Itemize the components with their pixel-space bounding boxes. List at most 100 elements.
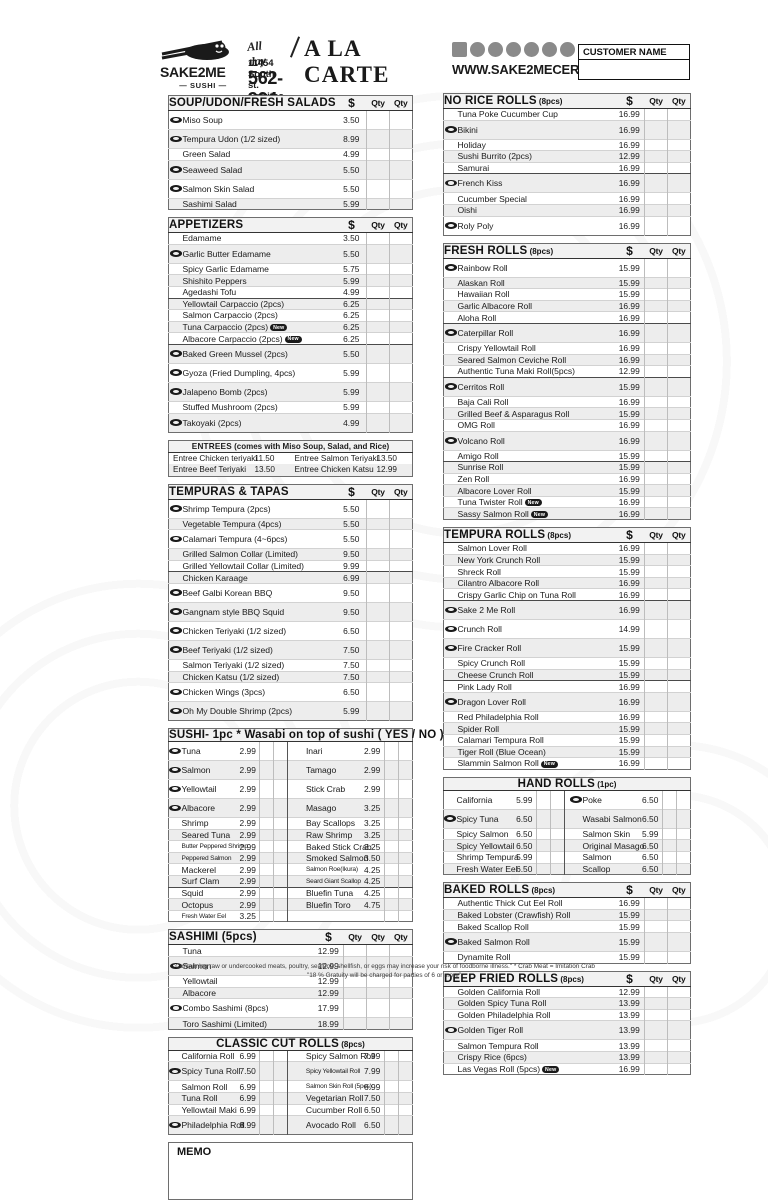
qty-input-cell[interactable] xyxy=(644,668,668,681)
qty-input-cell[interactable] xyxy=(389,517,413,530)
qty-input-cell[interactable] xyxy=(259,760,274,780)
qty-input-cell[interactable] xyxy=(644,495,668,508)
menu-item-row[interactable]: Sunrise Roll 15.99 xyxy=(443,461,691,474)
menu-item-row[interactable]: Dragon Lover Roll 16.99 xyxy=(443,691,691,712)
qty-input-cell[interactable] xyxy=(644,341,668,355)
qty-input-cell[interactable] xyxy=(667,745,691,758)
qty-input-cell[interactable] xyxy=(667,757,691,770)
qty-input-cell[interactable] xyxy=(535,850,551,864)
qty-input-cell[interactable] xyxy=(644,119,668,140)
qty-input-cell[interactable] xyxy=(667,1062,691,1075)
qty-input-cell[interactable] xyxy=(343,975,367,988)
qty-input-cell[interactable] xyxy=(667,353,691,366)
qty-input-cell[interactable] xyxy=(366,381,390,402)
qty-input-cell[interactable] xyxy=(644,138,668,151)
qty-input-cell[interactable] xyxy=(389,243,413,264)
qty-input-cell[interactable] xyxy=(273,798,288,818)
qty-input-cell[interactable] xyxy=(667,138,691,151)
menu-item-row[interactable]: Calamari Tempura Roll 15.99 xyxy=(443,734,691,747)
qty-input-cell[interactable] xyxy=(397,909,413,922)
qty-input-cell[interactable] xyxy=(667,257,691,278)
qty-input-cell[interactable] xyxy=(397,817,413,830)
qty-input-cell[interactable] xyxy=(667,565,691,578)
qty-input-cell[interactable] xyxy=(259,828,274,841)
qty-input-cell[interactable] xyxy=(366,1017,390,1030)
menu-item-row[interactable]: Salmon Teriyaki (1/2 sized) 7.50 xyxy=(168,658,413,671)
qty-input-cell[interactable] xyxy=(389,682,413,702)
qty-input-cell[interactable] xyxy=(667,322,691,343)
qty-input-cell[interactable] xyxy=(397,1092,413,1105)
qty-input-cell[interactable] xyxy=(667,341,691,355)
qty-input-cell[interactable] xyxy=(389,944,413,957)
qty-input-cell[interactable] xyxy=(644,931,668,952)
qty-input-cell[interactable] xyxy=(535,789,551,810)
menu-item-row[interactable]: Pink Lady Roll 16.99 xyxy=(443,680,691,693)
qty-input-cell[interactable] xyxy=(644,1050,668,1063)
qty-input-cell[interactable] xyxy=(644,322,668,343)
qty-input-cell[interactable] xyxy=(667,638,691,658)
qty-input-cell[interactable] xyxy=(389,343,413,364)
qty-input-cell[interactable] xyxy=(667,668,691,681)
qty-input-cell[interactable] xyxy=(259,741,274,761)
qty-input-cell[interactable] xyxy=(366,620,390,641)
menu-item-row[interactable]: Cerritos Roll 15.99 xyxy=(443,376,691,397)
qty-input-cell[interactable] xyxy=(644,657,668,670)
qty-input-cell[interactable] xyxy=(644,215,668,236)
qty-input-cell[interactable] xyxy=(644,722,668,735)
qty-input-cell[interactable] xyxy=(383,779,399,799)
qty-input-cell[interactable] xyxy=(343,944,367,957)
menu-item-row[interactable]: Chicken Wings (3pcs) 6.50 xyxy=(168,682,413,702)
qty-input-cell[interactable] xyxy=(366,232,390,245)
qty-input-cell[interactable] xyxy=(273,1115,288,1135)
qty-input-cell[interactable] xyxy=(667,150,691,163)
qty-input-cell[interactable] xyxy=(667,276,691,289)
qty-input-cell[interactable] xyxy=(389,639,413,660)
qty-input-cell[interactable] xyxy=(383,1115,399,1135)
menu-item-row[interactable]: Zen Roll 16.99 xyxy=(443,472,691,485)
menu-item-row[interactable]: Crispy Garlic Chip on Tuna Roll 16.99 xyxy=(443,588,691,601)
qty-input-cell[interactable] xyxy=(273,1080,288,1093)
qty-input-cell[interactable] xyxy=(259,840,274,853)
qty-input-cell[interactable] xyxy=(661,850,677,864)
qty-input-cell[interactable] xyxy=(366,362,390,383)
menu-item-row[interactable]: Shishito Peppers 5.99 xyxy=(168,274,413,287)
qty-input-cell[interactable] xyxy=(549,827,565,840)
qty-input-cell[interactable] xyxy=(383,1049,399,1062)
qty-input-cell[interactable] xyxy=(273,840,288,853)
qty-input-cell[interactable] xyxy=(389,701,413,721)
qty-input-cell[interactable] xyxy=(667,985,691,998)
menu-item-row[interactable]: Tuna Poke Cucumber Cup 16.99 xyxy=(443,108,691,121)
qty-input-cell[interactable] xyxy=(389,232,413,245)
menu-item-row[interactable]: Takoyaki (2pcs) 4.99 xyxy=(168,412,413,433)
qty-input-cell[interactable] xyxy=(389,620,413,641)
qty-input-cell[interactable] xyxy=(667,680,691,693)
qty-input-cell[interactable] xyxy=(366,975,390,988)
qty-input-cell[interactable] xyxy=(675,862,691,875)
qty-input-cell[interactable] xyxy=(667,173,691,193)
qty-input-cell[interactable] xyxy=(397,1080,413,1093)
menu-item-row[interactable]: Caterpillar Roll 16.99 xyxy=(443,322,691,343)
menu-item-row[interactable]: Baked Salmon Roll 15.99 xyxy=(443,931,691,952)
qty-input-cell[interactable] xyxy=(343,998,367,1018)
qty-input-cell[interactable] xyxy=(259,875,274,888)
menu-item-row[interactable]: Albacore Lover Roll 15.99 xyxy=(443,484,691,497)
qty-input-cell[interactable] xyxy=(644,108,668,121)
menu-item-row[interactable]: California 5.99 Poke 6.50 xyxy=(443,789,691,810)
menu-item-row[interactable]: Albacore 12.99 xyxy=(168,986,413,999)
qty-input-cell[interactable] xyxy=(389,381,413,402)
qty-input-cell[interactable] xyxy=(667,203,691,217)
qty-input-cell[interactable] xyxy=(667,484,691,497)
menu-item-row[interactable]: Salmon Carpaccio (2pcs) 6.25 xyxy=(168,309,413,322)
qty-input-cell[interactable] xyxy=(259,863,274,876)
qty-input-cell[interactable] xyxy=(273,875,288,888)
menu-item-row[interactable]: French Kiss 16.99 xyxy=(443,173,691,193)
menu-item-row[interactable]: Oh My Double Shrimp (2pcs) 5.99 xyxy=(168,701,413,721)
menu-item-row[interactable]: Chicken Karaage 6.99 xyxy=(168,571,413,584)
qty-input-cell[interactable] xyxy=(366,670,390,683)
qty-input-cell[interactable] xyxy=(644,472,668,485)
qty-input-cell[interactable] xyxy=(273,779,288,799)
qty-input-cell[interactable] xyxy=(644,161,668,174)
menu-item-row[interactable]: Grilled Beef & Asparagus Roll 15.99 xyxy=(443,407,691,420)
entree-row[interactable]: Entree Chicken teriyaki 11.50 Entree Salmo… xyxy=(169,452,413,464)
qty-input-cell[interactable] xyxy=(535,808,551,829)
